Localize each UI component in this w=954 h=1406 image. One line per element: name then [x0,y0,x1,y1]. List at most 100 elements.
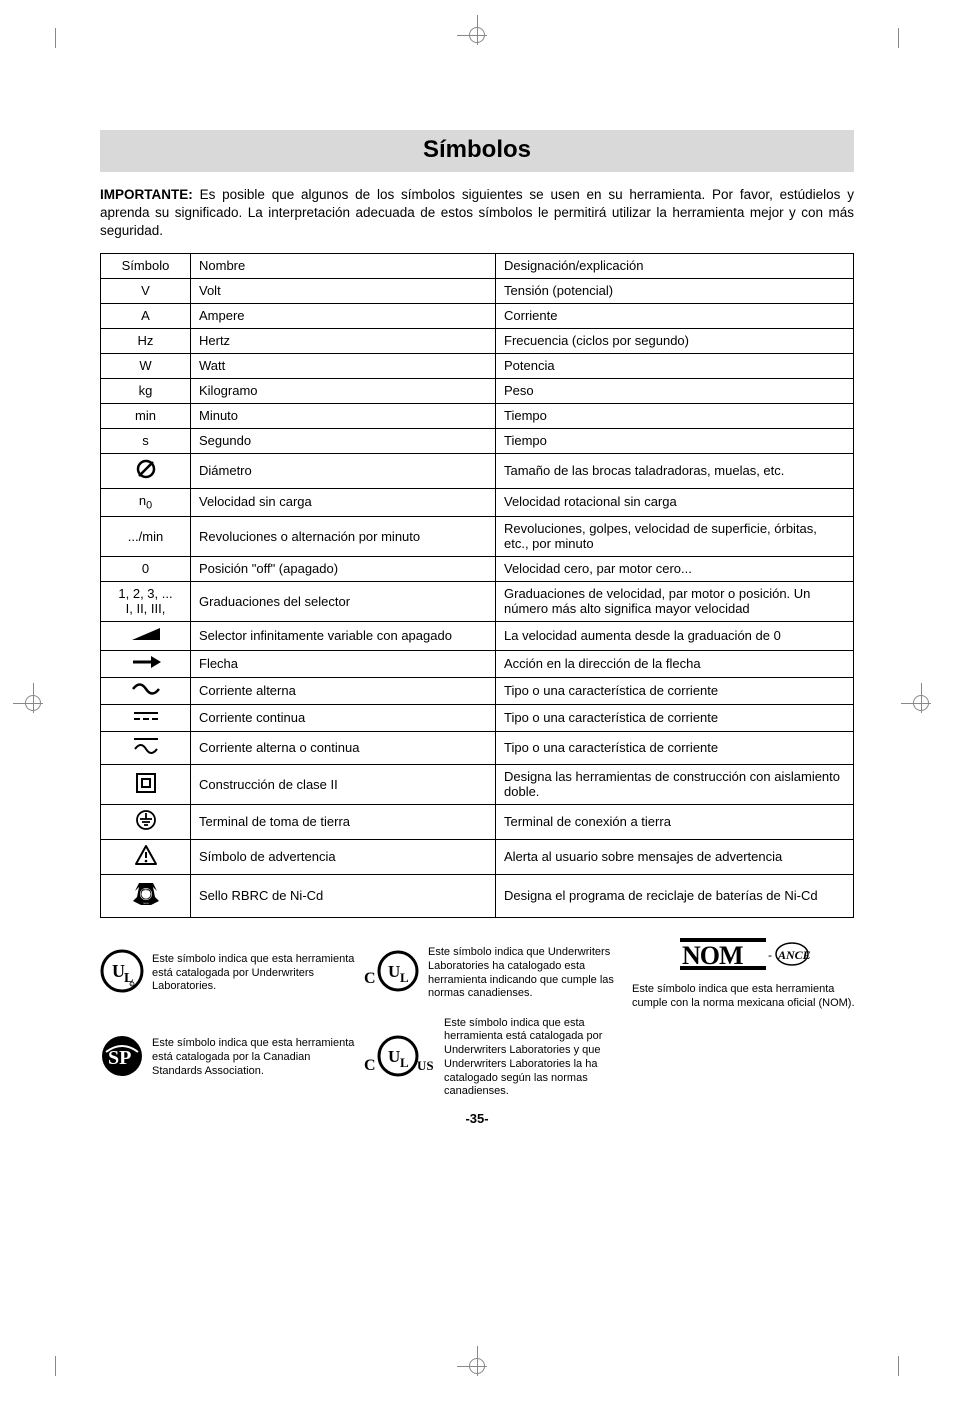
name-cell: Corriente alterna o continua [191,732,496,765]
name-cell: Diámetro [191,453,496,488]
table-row: kgKilogramoPeso [101,378,854,403]
table-row: Selector infinitamente variable con apag… [101,622,854,651]
table-row: sSegundoTiempo [101,428,854,453]
desc-cell: Tiempo [496,428,854,453]
intro-paragraph: IMPORTANTE: Es posible que algunos de lo… [100,186,854,241]
svg-text:C: C [364,970,376,987]
symbol-cell: A [101,303,191,328]
ul-logo-icon: U L ® [100,949,144,998]
culus-logo-block: C U L US Este símbolo indica que esta he… [364,1017,624,1100]
table-row: WWattPotencia [101,353,854,378]
symbol-cell [101,805,191,840]
desc-cell: Designa el programa de reciclaje de bate… [496,875,854,918]
table-header-row: SímboloNombreDesignación/explicación [101,253,854,278]
table-row: Corriente alterna o continuaTipo o una c… [101,732,854,765]
desc-cell: Corriente [496,303,854,328]
ul-logo-text: Este símbolo indica que esta herramienta… [152,953,360,994]
symbol-cell [101,765,191,805]
nom-column: NOM - ANCE Este símbolo indica que esta … [628,936,858,1010]
desc-cell: Terminal de conexión a tierra [496,805,854,840]
name-cell: Corriente continua [191,705,496,732]
symbol-cell: RECYCLENi-Cd [101,875,191,918]
symbol-cell [101,651,191,678]
desc-cell: Frecuencia (ciclos por segundo) [496,328,854,353]
desc-cell: Tipo o una característica de corriente [496,705,854,732]
name-cell: Watt [191,353,496,378]
csa-logo-icon: SP [100,1034,144,1083]
table-row: Corriente continuaTipo o una característ… [101,705,854,732]
table-row: Terminal de toma de tierraTerminal de co… [101,805,854,840]
svg-text:Ni-Cd: Ni-Cd [143,903,148,905]
name-cell: Segundo [191,428,496,453]
desc-cell: Tamaño de las brocas taladradoras, muela… [496,453,854,488]
name-cell: Posición "off" (apagado) [191,557,496,582]
acdc-icon [131,736,161,759]
csa-logo-block: SP Este símbolo indica que esta herramie… [100,1017,360,1100]
name-cell: Kilogramo [191,378,496,403]
table-row: VVoltTensión (potencial) [101,278,854,303]
desc-cell: Velocidad cero, par motor cero... [496,557,854,582]
name-cell: Terminal de toma de tierra [191,805,496,840]
header-name: Nombre [191,253,496,278]
table-row: 1, 2, 3, ...I, II, III,Graduaciones del … [101,582,854,622]
name-cell: Sello RBRC de Ni-Cd [191,875,496,918]
cul-logo-text: Este símbolo indica que Underwriters Lab… [428,946,624,1001]
intro-label: IMPORTANTE: [100,187,193,202]
csa-logo-text: Este símbolo indica que esta herramienta… [152,1037,360,1078]
table-row: HzHertzFrecuencia (ciclos por segundo) [101,328,854,353]
cul-logo-icon: C U L [364,949,420,998]
arrow-icon [131,655,161,672]
table-row: DiámetroTamaño de las brocas taladradora… [101,453,854,488]
name-cell: Velocidad sin carga [191,488,496,517]
desc-cell: Velocidad rotacional sin carga [496,488,854,517]
symbol-cell [101,732,191,765]
svg-text:ANCE: ANCE [777,948,810,962]
name-cell: Símbolo de advertencia [191,840,496,875]
symbol-cell: min [101,403,191,428]
symbol-cell: V [101,278,191,303]
ul-logo-block: U L ® Este símbolo indica que esta herra… [100,936,360,1010]
svg-text:SP: SP [108,1047,131,1069]
name-cell: Construcción de clase II [191,765,496,805]
name-cell: Hertz [191,328,496,353]
svg-text:U: U [388,1047,400,1066]
name-cell: Revoluciones o alternación por minuto [191,517,496,557]
symbol-cell: kg [101,378,191,403]
name-cell: Corriente alterna [191,678,496,705]
svg-text:C: C [364,1057,376,1074]
ramp-icon [130,626,162,645]
page-title: Símbolos [100,130,854,172]
desc-cell: Tipo o una característica de corriente [496,732,854,765]
table-row: minMinutoTiempo [101,403,854,428]
svg-text:U: U [388,962,400,981]
symbols-table: SímboloNombreDesignación/explicaciónVVol… [100,253,854,919]
svg-text:NOM: NOM [682,941,743,970]
name-cell: Selector infinitamente variable con apag… [191,622,496,651]
table-row: Construcción de clase IIDesigna las herr… [101,765,854,805]
svg-text:-: - [768,948,772,962]
desc-cell: Graduaciones de velocidad, par motor o p… [496,582,854,622]
symbol-cell: Hz [101,328,191,353]
symbol-cell: .../min [101,517,191,557]
svg-text:US: US [417,1058,434,1073]
culus-logo-icon: C U L US [364,1032,436,1085]
ac-icon [131,682,161,699]
name-cell: Flecha [191,651,496,678]
desc-cell: Peso [496,378,854,403]
symbol-cell: n0 [101,488,191,517]
cul-logo-block: C U L Este símbolo indica que Underwrite… [364,936,624,1010]
name-cell: Ampere [191,303,496,328]
symbol-cell [101,705,191,732]
table-row: FlechaAcción en la dirección de la flech… [101,651,854,678]
intro-text: Es posible que algunos de los símbolos s… [100,187,854,238]
table-row: Símbolo de advertenciaAlerta al usuario … [101,840,854,875]
symbol-cell [101,453,191,488]
desc-cell: Alerta al usuario sobre mensajes de adve… [496,840,854,875]
symbol-cell: W [101,353,191,378]
table-row: Corriente alternaTipo o una característi… [101,678,854,705]
nom-logo-icon: NOM - ANCE [632,936,858,979]
desc-cell: Tipo o una característica de corriente [496,678,854,705]
header-desc: Designación/explicación [496,253,854,278]
symbol-cell: s [101,428,191,453]
symbol-cell [101,678,191,705]
